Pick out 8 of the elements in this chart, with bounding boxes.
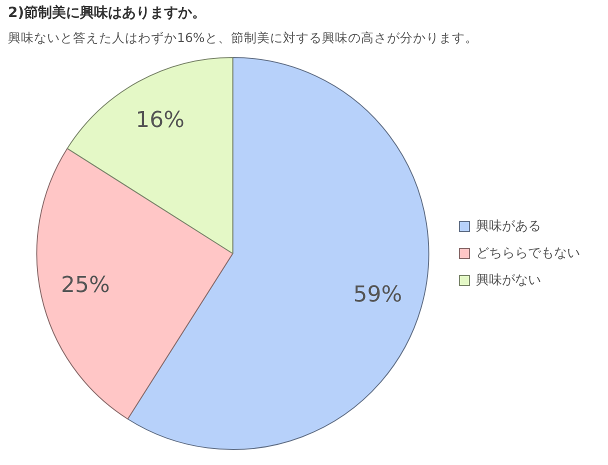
- chart-title: 2)節制美に興味はありますか。: [8, 4, 206, 22]
- legend-label: 興味がない: [476, 272, 541, 288]
- legend-label: 興味がある: [476, 218, 541, 234]
- data-label: 25%: [61, 273, 110, 298]
- data-label: 16%: [136, 108, 184, 133]
- data-label: 59%: [353, 282, 402, 308]
- legend-label: どちららでもない: [476, 246, 580, 261]
- chart-subtitle: 興味ないと答えた人はわずか16%と、節制美に対する興味の高さが分かります。: [8, 30, 478, 47]
